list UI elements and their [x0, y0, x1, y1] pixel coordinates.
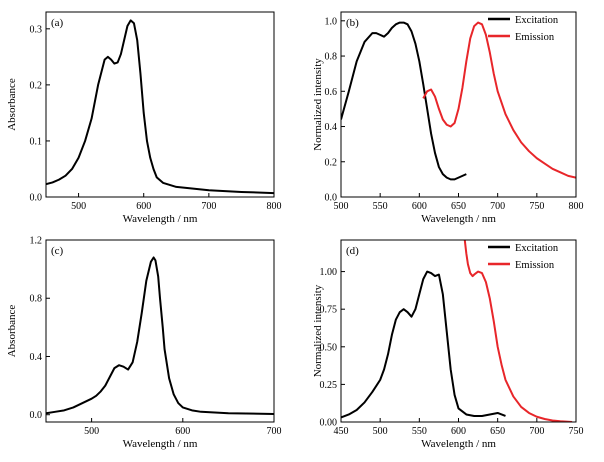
- y-tick-label: 0.4: [325, 122, 338, 133]
- x-tick-label: 500: [84, 426, 99, 437]
- series-group: [46, 256, 274, 415]
- legend-label: Excitation: [515, 243, 559, 254]
- x-tick-label: 700: [529, 426, 544, 437]
- x-tick-label: 700: [490, 201, 505, 212]
- plot-frame: [45, 239, 275, 423]
- y-tick-label: 0.4: [30, 352, 43, 363]
- x-tick-label: 650: [490, 426, 505, 437]
- series-group: [341, 21, 576, 181]
- x-axis-label: Wavelength / nm: [123, 438, 198, 450]
- legend: Excitation Emission: [488, 243, 559, 271]
- y-tick-label: 0.50: [320, 342, 338, 353]
- series-line-0: [46, 256, 274, 415]
- series-group: [46, 19, 274, 195]
- x-tick-label: 500: [71, 201, 86, 212]
- y-axis-label: Normalized intensity: [312, 58, 324, 151]
- series-line-emission: [463, 240, 573, 422]
- legend: Excitation Emission: [488, 15, 559, 43]
- plot-frame: [45, 11, 275, 198]
- x-tick-label: 750: [569, 426, 584, 437]
- series-line-excitation: [341, 21, 467, 181]
- x-axis-label: Wavelength / nm: [421, 438, 496, 450]
- chart-panel-2: 500 600 700 0.0 0.4 0.8 1.2 Wavelength / nm Abso…: [6, 236, 282, 451]
- series-line-0: [46, 19, 274, 195]
- x-axis-label: Wavelength / nm: [123, 213, 198, 225]
- x-tick-label: 700: [201, 201, 216, 212]
- y-tick-label: 1.00: [320, 267, 338, 278]
- x-tick-label: 800: [569, 201, 584, 212]
- x-tick-label: 600: [175, 426, 190, 437]
- x-tick-label: 800: [267, 201, 282, 212]
- y-tick-label: 0.0: [30, 193, 43, 204]
- panel-tag: (c): [51, 245, 64, 257]
- x-tick-label: 600: [412, 201, 427, 212]
- series-line-emission: [422, 21, 576, 179]
- chart-panel-3: 450 500 550 600 650 700 750 0.00 0.25 0.50 0.75 1.0…: [312, 239, 584, 450]
- y-tick-label: 0.2: [30, 80, 43, 91]
- chart-panel-1: 500 550 600 650 700 750 800 0.0 0.2 0.4 0.6 0.8 1.0 W…: [312, 11, 584, 225]
- x-tick-label: 550: [412, 426, 427, 437]
- x-tick-label: 450: [334, 426, 349, 437]
- y-tick-label: 0.1: [30, 136, 43, 147]
- y-axis-label: Absorbance: [6, 305, 18, 358]
- chart-panel-0: 500 600 700 800 0.0 0.1 0.2 0.3 Wavelength / nm A…: [6, 11, 282, 225]
- y-tick-label: 0.6: [325, 87, 338, 98]
- y-tick-label: 0.8: [30, 294, 43, 305]
- y-tick-label: 0.25: [320, 380, 338, 391]
- x-tick-label: 500: [373, 426, 388, 437]
- y-tick-label: 0.8: [325, 52, 338, 63]
- series-line-excitation: [341, 270, 506, 419]
- x-tick-label: 550: [373, 201, 388, 212]
- y-axis-label: Normalized intensity: [312, 284, 324, 377]
- panel-tag: (b): [346, 17, 359, 29]
- y-tick-label: 0.2: [325, 157, 338, 168]
- y-tick-label: 0.0: [325, 193, 338, 204]
- legend-label: Excitation: [515, 15, 559, 26]
- y-tick-label: 1.2: [30, 236, 43, 247]
- x-tick-label: 700: [267, 426, 282, 437]
- y-tick-label: 0.00: [320, 418, 338, 429]
- panel-tag: (d): [346, 245, 359, 257]
- legend-label: Emission: [515, 260, 555, 271]
- panel-tag: (a): [51, 17, 64, 29]
- y-tick-label: 1.0: [325, 16, 338, 27]
- x-tick-label: 600: [136, 201, 151, 212]
- x-tick-label: 600: [451, 426, 466, 437]
- x-tick-label: 750: [529, 201, 544, 212]
- series-group: [341, 240, 573, 422]
- y-tick-label: 0.0: [30, 410, 43, 421]
- x-axis-label: Wavelength / nm: [421, 213, 496, 225]
- y-tick-label: 0.3: [30, 24, 43, 35]
- x-tick-label: 500: [334, 201, 349, 212]
- y-axis-label: Absorbance: [6, 78, 18, 131]
- y-tick-label: 0.75: [320, 305, 338, 316]
- x-tick-label: 650: [451, 201, 466, 212]
- legend-label: Emission: [515, 32, 555, 43]
